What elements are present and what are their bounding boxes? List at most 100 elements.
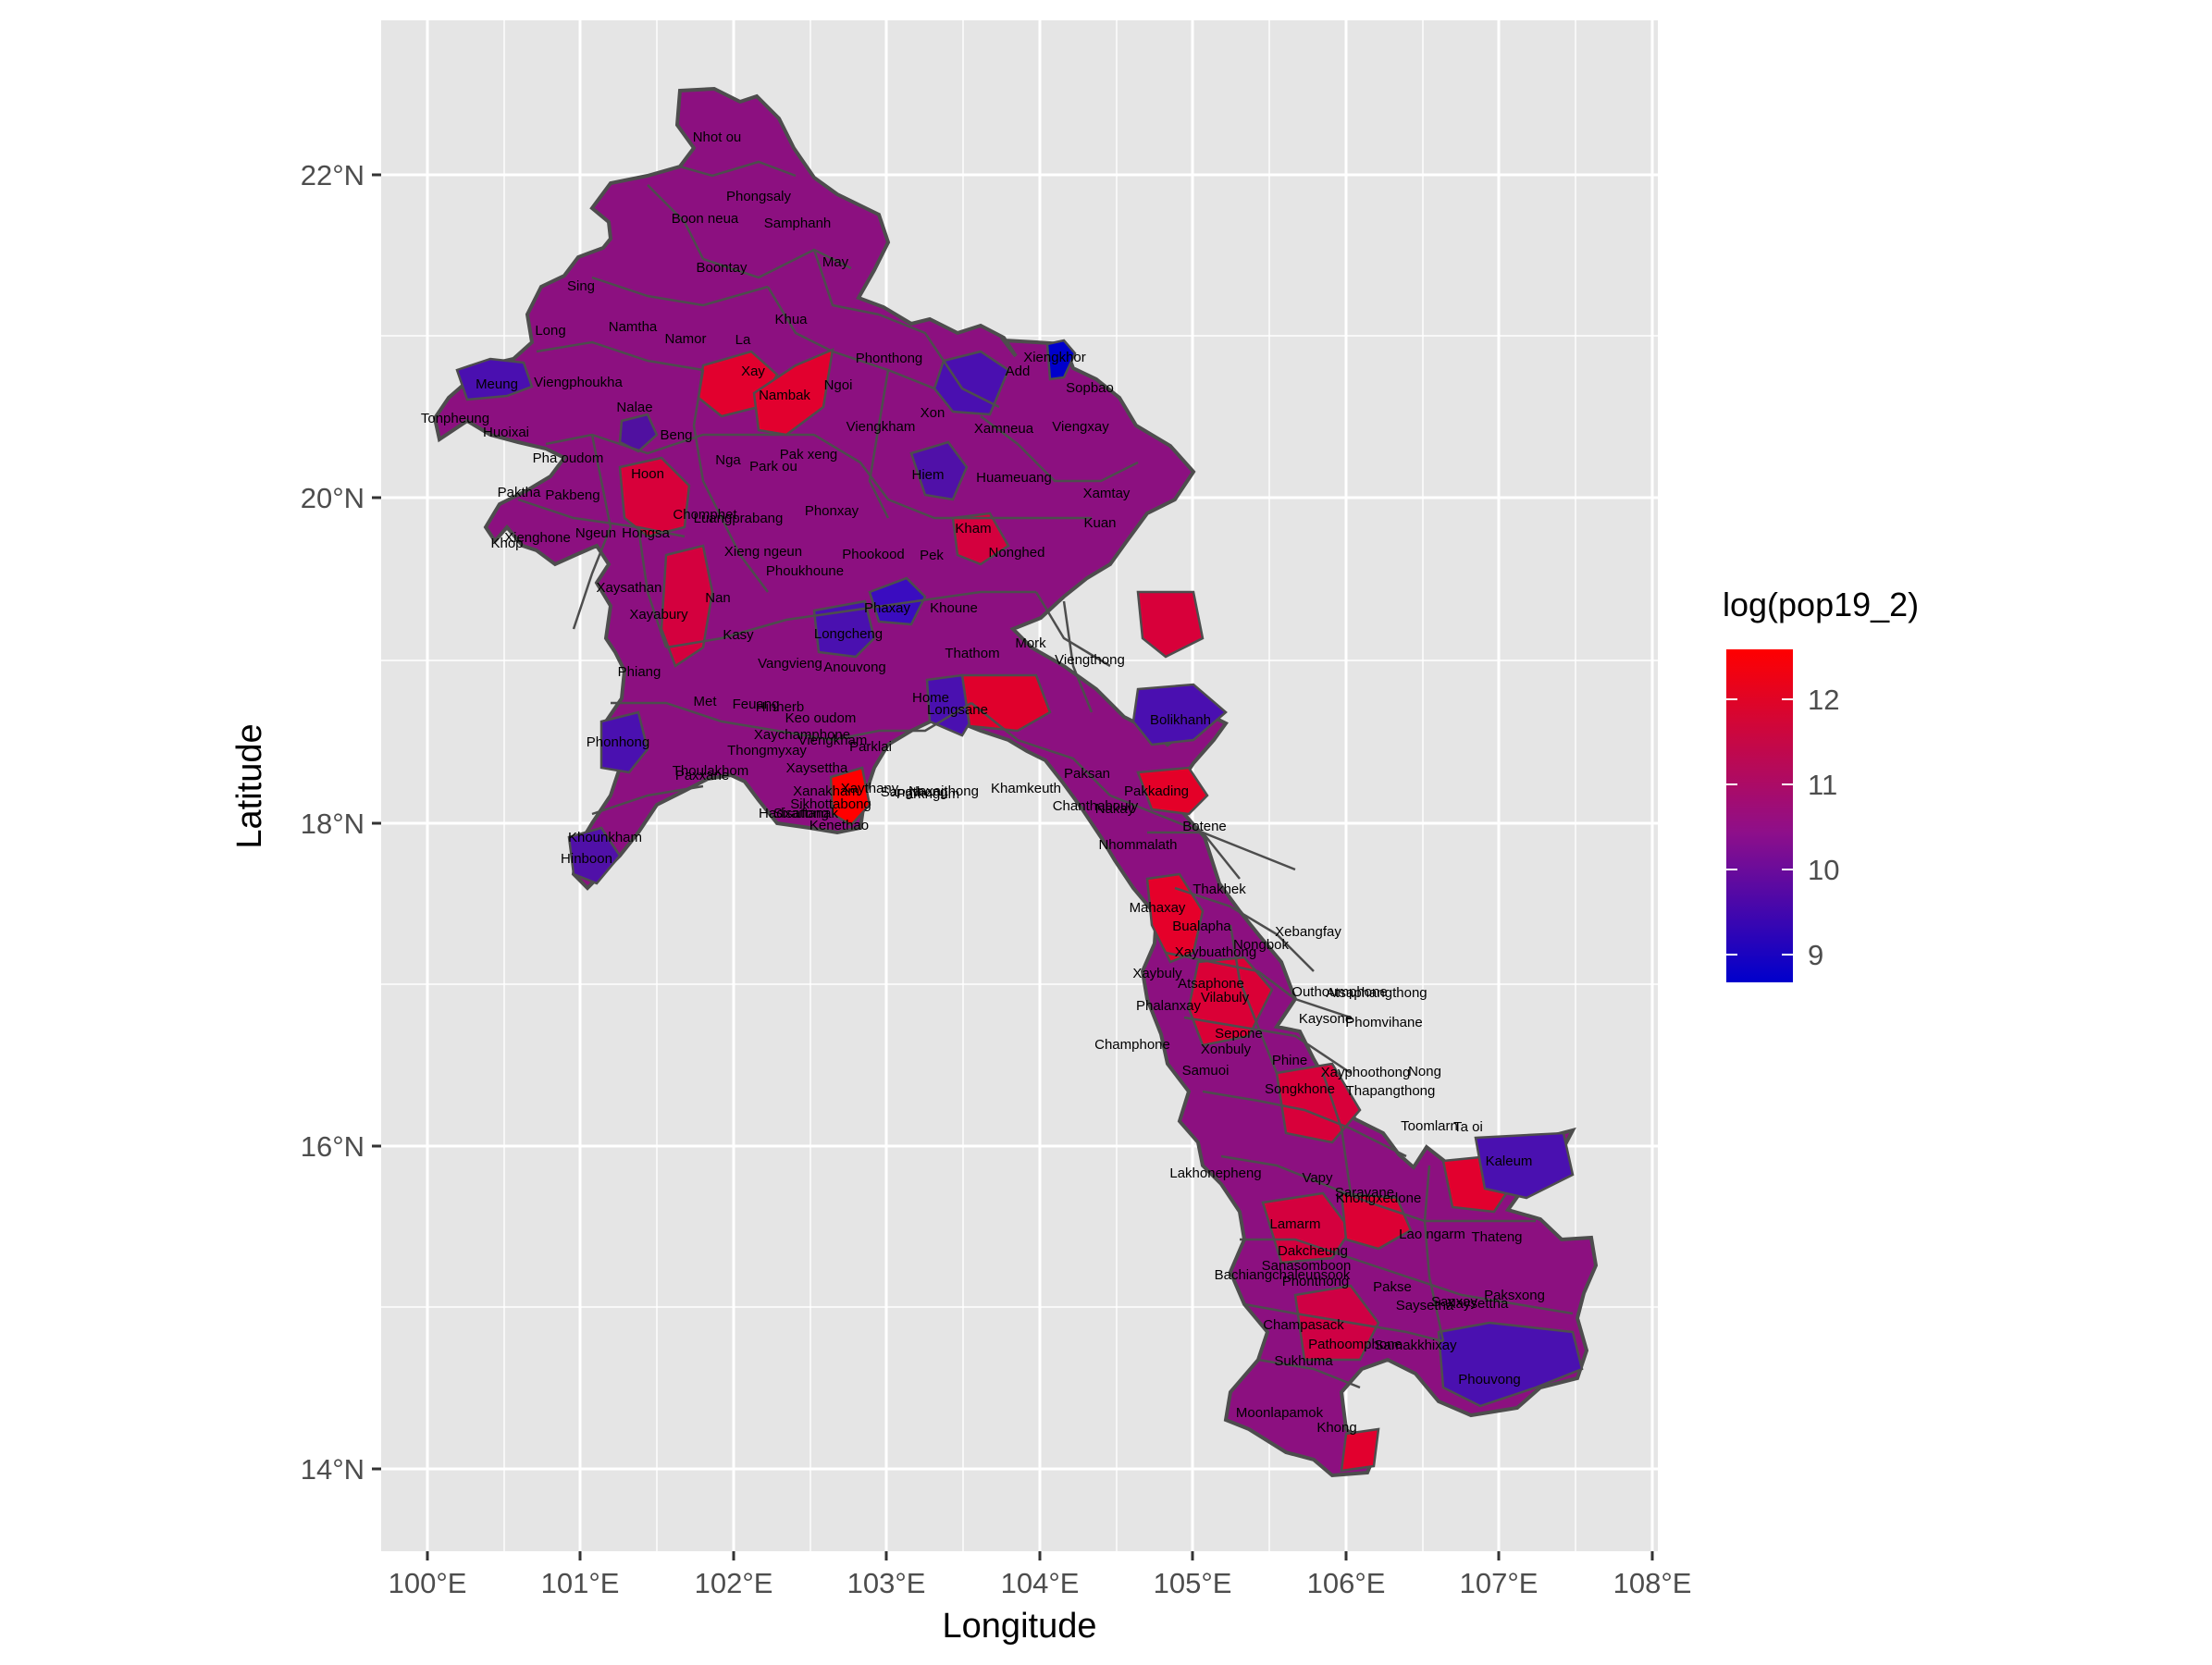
district-label: Sopbao <box>1066 380 1114 396</box>
district-label: Toomlarn <box>1401 1118 1458 1134</box>
district-region <box>1045 339 1077 381</box>
district-label: Phine <box>1272 1053 1307 1068</box>
district-label: Nan <box>705 590 731 606</box>
x-tick-label: 103°E <box>847 1567 926 1599</box>
district-label: Thapangthong <box>1346 1083 1436 1099</box>
legend-ticks: 12 11 10 9 <box>1726 684 1839 971</box>
district-region <box>812 599 876 659</box>
district-region <box>618 413 659 453</box>
district-label: Xaysettha <box>786 760 848 776</box>
district-border <box>868 369 890 519</box>
district-border <box>702 248 852 279</box>
district-label: Phoukhoune <box>766 563 844 579</box>
district-label: Vapy <box>1302 1170 1333 1186</box>
district-border <box>1062 600 1094 713</box>
district-label: Champhone <box>1094 1037 1170 1053</box>
district-label: Longsane <box>927 702 988 718</box>
legend-tick-label: 10 <box>1808 854 1839 886</box>
district-border <box>980 415 1139 483</box>
district-label: Vangvieng <box>758 656 822 672</box>
x-tick-label: 102°E <box>695 1567 773 1599</box>
district-label: Xaychamphone <box>754 727 850 743</box>
district-label: Thateng <box>1471 1229 1522 1245</box>
district-label: Xamneua <box>974 421 1034 437</box>
district-label: Anouvong <box>823 660 886 675</box>
district-label: Nga <box>715 452 741 468</box>
district-label: Xienghone <box>504 530 571 546</box>
x-tick-label: 108°E <box>1613 1567 1692 1599</box>
district-label: Samuoi <box>1182 1063 1230 1079</box>
district-label: Nhot ou <box>693 130 742 145</box>
district-label: Hinboon <box>561 851 612 867</box>
district-label: Viengphoukha <box>534 375 623 390</box>
district-border <box>1174 886 1315 972</box>
district-label: May <box>822 254 849 270</box>
legend-title: log(pop19_2) <box>1723 586 1919 623</box>
district-region <box>1261 1191 1353 1264</box>
district-label: Xamtay <box>1083 486 1131 501</box>
district-label: Namtha <box>609 319 658 335</box>
district-label: Bachiangchaleunsook <box>1215 1267 1351 1283</box>
district-label: Long <box>535 323 565 339</box>
district-label: Xayabury <box>629 607 688 623</box>
district-label: Bualapha <box>1172 919 1231 934</box>
district-border <box>766 286 935 390</box>
district-label: Moonlapamok <box>1236 1405 1324 1421</box>
x-tick-label: 100°E <box>389 1567 467 1599</box>
district-label: Vilabuly <box>1201 990 1250 1005</box>
district-region <box>1145 872 1205 964</box>
district-label: Nakay <box>1095 801 1135 817</box>
district-label: Thoulakhom <box>673 763 749 779</box>
district-border <box>665 590 1036 649</box>
district-border <box>812 249 880 316</box>
district-label: Home <box>912 690 949 706</box>
district-label: Khounkham <box>568 830 642 845</box>
district-label: Mork <box>1015 635 1046 651</box>
legend-tick-label: 12 <box>1808 684 1839 716</box>
district-label: Khongxedone <box>1336 1190 1422 1206</box>
district-border <box>813 433 1092 520</box>
district-label: Thathom <box>945 646 999 661</box>
district-label: Lakhonepheng <box>1169 1166 1261 1181</box>
district-label: Phonthong <box>1282 1274 1350 1289</box>
district-label: Viengxay <box>1052 419 1109 435</box>
district-border <box>679 160 797 178</box>
x-tick-label: 106°E <box>1307 1567 1386 1599</box>
district-border <box>647 184 705 260</box>
district-label: Viengkham <box>846 419 916 435</box>
district-label: Khamkeuth <box>991 781 1061 796</box>
district-border <box>878 313 1000 409</box>
district-label: Xonbuly <box>1201 1042 1252 1057</box>
district-border <box>1240 1238 1574 1315</box>
district-label: Meung <box>476 376 518 392</box>
district-label: Chanthabouly <box>1053 798 1139 814</box>
district-border <box>1257 1358 1361 1389</box>
district-label: Xaythany <box>841 781 899 796</box>
district-region <box>1340 1191 1413 1251</box>
district-label: Kasy <box>723 627 754 643</box>
district-label: Xaysathan <box>597 580 662 596</box>
district-label: Xaybuathong <box>1175 944 1256 960</box>
district-borders <box>517 160 1574 1389</box>
district-label: Kuan <box>1083 515 1116 531</box>
x-tick-label: 107°E <box>1460 1567 1539 1599</box>
district-label: Namor <box>664 331 706 347</box>
district-label: Huoixai <box>483 425 529 440</box>
district-label: Hongsa <box>622 525 670 541</box>
district-label: Hiem <box>911 467 944 483</box>
district-label: Nhommalath <box>1098 837 1177 853</box>
district-label: Khong <box>1316 1420 1356 1436</box>
district-region <box>618 456 691 538</box>
district-label: Phonhong <box>587 734 649 750</box>
district-label: Xebangfay <box>1275 924 1341 940</box>
district-label: Nongbok <box>1233 937 1290 953</box>
district-label: Sisattanak <box>773 806 839 821</box>
district-label: Pha oudom <box>533 450 604 466</box>
district-region <box>752 347 834 437</box>
district-label: Sikhottabong <box>790 796 871 812</box>
district-label: Samakkhixay <box>1374 1338 1457 1353</box>
district-label: Thakhek <box>1193 882 1246 897</box>
district-label: Feuang <box>733 697 780 712</box>
district-region <box>567 826 622 885</box>
district-label: Longcheng <box>814 626 883 642</box>
